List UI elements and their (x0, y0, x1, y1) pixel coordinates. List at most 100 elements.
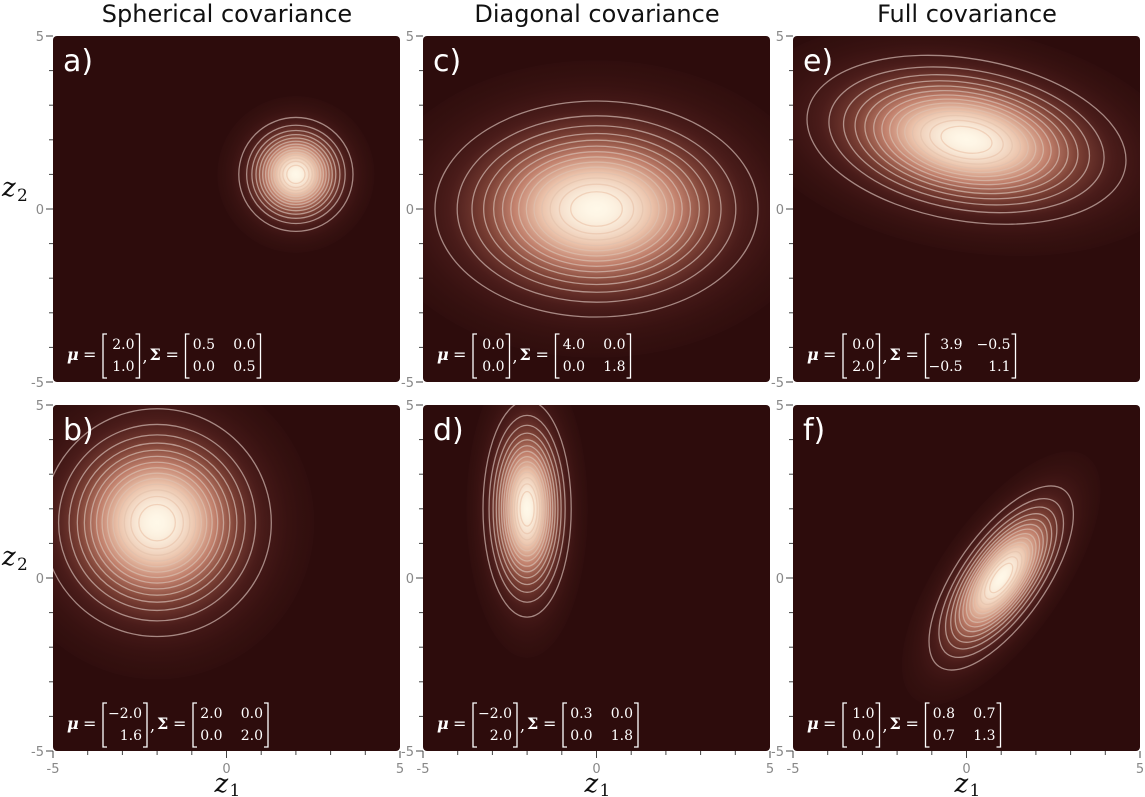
bracket-left (924, 333, 930, 379)
contour-line (513, 477, 541, 541)
contour-line (57, 423, 257, 622)
mu-symbol: μ (437, 714, 449, 733)
y-tick-label: -5 (771, 376, 784, 391)
panel-label: d) (433, 413, 464, 448)
contour-line (864, 85, 1069, 195)
contour-line (944, 506, 1058, 650)
y-tick-label: 5 (406, 399, 414, 414)
panel-a: a)μ = 2.01.0, Σ = 0.5 0.00.0 0.5 (53, 36, 400, 382)
mu-value: 1.0 (112, 359, 134, 375)
density-glow (466, 405, 588, 658)
contour-line (498, 439, 556, 579)
x-axis-label: z (954, 769, 969, 797)
bracket-left (842, 702, 847, 748)
bracket-right (513, 702, 518, 748)
bracket-left (184, 333, 190, 379)
contour-line (911, 110, 1022, 170)
bracket-right (875, 702, 881, 748)
equals-sign: = (453, 345, 466, 364)
bracket-left (562, 702, 567, 748)
bracket-right (875, 333, 881, 379)
contour-line (519, 490, 535, 527)
contour-line (541, 171, 652, 247)
panel-e: e)μ = 0.02.0, Σ = 3.9 −0.5−0.5 1.1 (793, 36, 1140, 382)
mu-symbol: μ (67, 345, 79, 364)
sigma-value: 0.0 (193, 359, 215, 375)
contour-line (95, 461, 219, 584)
equals-sign: = (823, 345, 836, 364)
panel-grid: a)μ = 2.01.0, Σ = 0.5 0.00.0 0.5b)μ = −2.01.6, Σ = 2… (53, 36, 1140, 751)
sigma-value: 1.8 (603, 359, 625, 375)
equals-sign: = (83, 345, 96, 364)
x-axis-label-subscript: 1 (970, 781, 981, 797)
column-title-full: Full covariance (877, 0, 1057, 28)
sigma-value: 0.0 (563, 359, 585, 375)
sigma-symbol: Σ (527, 714, 538, 733)
equals-sign: = (823, 714, 836, 733)
equals-sign: = (83, 714, 96, 733)
density-glow (793, 36, 1140, 256)
sigma-value: 1.3 (973, 728, 995, 744)
comma: , (883, 347, 888, 366)
bracket-right (264, 702, 269, 748)
contour-line (806, 54, 1127, 225)
y-axis-label-subscript: 2 (17, 186, 28, 206)
bracket-left (192, 702, 197, 748)
mu-symbol: μ (437, 345, 449, 364)
equals-sign: = (453, 714, 466, 733)
panel-d: d)μ = −2.02.0, Σ = 0.3 0.00.0 1.8 (423, 405, 770, 751)
parameter-annotation: μ = 1.00.0, Σ = 0.8 0.70.7 1.3 (807, 702, 1002, 748)
sigma-symbol: Σ (890, 714, 901, 733)
sigma-value: −0.5 (929, 359, 963, 375)
contour-line (123, 489, 191, 556)
contour-line (138, 503, 176, 542)
contour-line (509, 466, 545, 552)
sigma-symbol: Σ (890, 345, 901, 364)
contour-line (904, 106, 1029, 174)
y-tick-label: 5 (36, 30, 44, 45)
bracket-right (143, 702, 148, 748)
y-tick-label: 5 (776, 399, 784, 414)
contour-line (958, 523, 1044, 633)
equals-sign: = (166, 345, 179, 364)
contour-line (456, 115, 737, 303)
mu-value: 0.0 (852, 728, 874, 744)
contour-line (983, 556, 1019, 600)
bracket-right (626, 333, 632, 379)
contour-line (969, 537, 1034, 619)
contour-line (972, 541, 1030, 615)
equals-sign: = (173, 714, 186, 733)
mu-value: −2.0 (108, 706, 142, 722)
contour-line (920, 114, 1013, 165)
contour-line (130, 495, 185, 550)
contour-line (976, 546, 1027, 610)
y-tick-label: 0 (776, 203, 784, 218)
mu-value: 1.0 (852, 706, 874, 722)
axes-annotations: 50-5z 250-5-5 0 5z 1z 250-550-5-5 0 5z 150-550-5… (1, 30, 1144, 797)
panel-label: c) (433, 44, 461, 79)
mu-symbol: μ (807, 714, 819, 733)
contour-line (270, 149, 322, 200)
panel-label: a) (63, 44, 93, 79)
contour-line (954, 518, 1048, 638)
density-glow (53, 405, 315, 680)
contour-line (510, 151, 683, 267)
comma: , (883, 716, 888, 735)
contour-line (286, 164, 306, 185)
sigma-value: 3.9 (940, 337, 962, 353)
contour-line (53, 408, 272, 638)
bracket-right (135, 333, 141, 379)
y-tick-label: 0 (406, 572, 414, 587)
sigma-value: 1.8 (611, 728, 633, 744)
contour-line (525, 161, 668, 257)
sigma-value: 0.7 (973, 706, 995, 722)
contour-line (267, 146, 325, 203)
mu-value: 1.6 (120, 728, 142, 744)
sigma-symbol: Σ (157, 714, 168, 733)
contour-line (83, 449, 231, 596)
contour-line (282, 160, 310, 189)
y-tick-label: 0 (36, 203, 44, 218)
mu-value: 0.0 (482, 359, 504, 375)
contour-line (516, 483, 538, 535)
contour-line (483, 132, 710, 286)
